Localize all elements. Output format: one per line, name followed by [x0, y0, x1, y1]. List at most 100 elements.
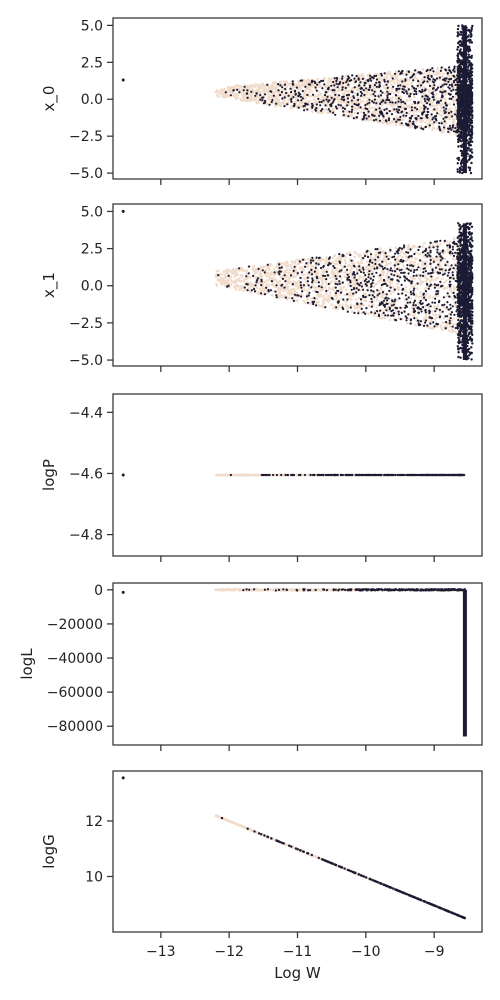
- data-point-light: [388, 318, 392, 322]
- data-point-light: [390, 79, 394, 83]
- data-point-light: [328, 88, 332, 92]
- data-point-light: [267, 87, 271, 90]
- data-point-light: [337, 79, 340, 83]
- data-point-light: [293, 85, 297, 88]
- data-point-light: [421, 263, 424, 267]
- data-point-light: [392, 290, 396, 294]
- data-point-dark: [341, 95, 344, 99]
- data-point-light: [307, 287, 311, 290]
- data-point-light: [331, 274, 335, 277]
- data-point-light: [454, 109, 457, 112]
- data-point-light: [353, 283, 357, 286]
- data-point-light: [416, 263, 420, 266]
- data-point-dark: [334, 93, 337, 96]
- data-point-light: [415, 109, 418, 113]
- data-point-dark: [299, 93, 302, 96]
- data-point-light: [406, 83, 410, 86]
- data-point-dark: [301, 89, 304, 93]
- data-point-light: [448, 115, 452, 119]
- data-point-light: [273, 278, 277, 281]
- data-point-dark: [468, 63, 472, 66]
- data-point-dark: [255, 281, 258, 284]
- data-point-dark: [469, 129, 472, 132]
- data-point-light: [280, 102, 283, 105]
- data-point-light: [266, 275, 269, 279]
- data-point-dark: [385, 293, 388, 296]
- data-point-dark: [368, 270, 371, 273]
- data-point-dark: [386, 268, 389, 271]
- data-point-dark: [373, 84, 376, 87]
- data-point-light: [217, 269, 220, 273]
- data-point-light: [417, 252, 420, 256]
- data-point-dark: [355, 74, 358, 78]
- data-point-light: [349, 270, 353, 274]
- data-point-dark: [460, 115, 463, 118]
- data-point-dark: [290, 100, 293, 103]
- data-point-light: [386, 102, 390, 105]
- data-point-dark: [426, 110, 429, 114]
- data-point-light: [283, 99, 286, 103]
- data-point-light: [306, 298, 309, 302]
- subplot-2: −5.0−2.50.02.55.0x_1: [40, 203, 483, 372]
- data-point-light: [419, 109, 422, 112]
- data-point-dark: [457, 127, 460, 131]
- data-point-light: [424, 294, 428, 297]
- data-point-dark: [445, 107, 448, 110]
- data-point-dark: [422, 306, 425, 309]
- data-point-dark: [458, 139, 461, 142]
- data-point-dark: [347, 83, 350, 86]
- data-point-dark: [250, 90, 253, 93]
- data-point-light: [306, 257, 310, 261]
- data-point-dark: [388, 110, 391, 113]
- data-point-dark: [341, 88, 344, 91]
- data-point-dark: [340, 98, 343, 101]
- data-point-light: [301, 273, 305, 276]
- data-point-light: [238, 269, 241, 272]
- data-point-light: [442, 316, 446, 320]
- data-point-light: [347, 103, 351, 107]
- data-point-dark: [261, 269, 264, 272]
- data-point-light: [353, 307, 357, 310]
- data-point-light: [439, 250, 442, 253]
- data-point-light: [437, 257, 441, 260]
- data-point-light: [424, 121, 427, 124]
- data-point-dark: [394, 101, 397, 104]
- data-point-light: [397, 316, 401, 320]
- data-point-dark: [311, 106, 314, 109]
- data-point-dark: [319, 266, 323, 270]
- scatter-points: [121, 209, 474, 361]
- data-point-dark: [274, 290, 277, 293]
- data-point-dark: [293, 90, 297, 93]
- data-point-dark: [412, 73, 416, 76]
- data-point-dark: [301, 97, 304, 100]
- data-point-light: [397, 286, 401, 290]
- data-point-light: [371, 257, 374, 260]
- data-point-dark: [424, 125, 428, 128]
- data-point-light: [349, 291, 353, 295]
- data-point-dark: [385, 83, 388, 86]
- data-point-dark: [428, 103, 431, 106]
- data-point-dark: [469, 139, 472, 142]
- data-point-light: [263, 90, 266, 93]
- data-point-light: [329, 281, 333, 285]
- data-point-light: [431, 89, 434, 92]
- data-point-dark: [291, 83, 295, 86]
- data-point-dark: [254, 94, 257, 97]
- data-point-dark: [322, 79, 325, 82]
- data-point-dark: [372, 93, 375, 96]
- data-point-light: [350, 261, 354, 265]
- data-point-light: [274, 95, 278, 98]
- data-point-dark: [443, 120, 446, 123]
- data-point-light: [258, 95, 261, 99]
- data-point-dark: [386, 80, 389, 83]
- data-point-dark: [292, 96, 295, 99]
- data-point-dark: [446, 244, 449, 247]
- data-point-dark: [422, 128, 425, 131]
- data-point-dark: [428, 246, 431, 249]
- data-point-light: [229, 283, 233, 286]
- data-point-dark: [335, 107, 338, 110]
- data-point-dark: [448, 66, 451, 69]
- data-point-light: [216, 278, 220, 282]
- data-point-light: [278, 81, 282, 85]
- data-point-dark: [415, 268, 419, 271]
